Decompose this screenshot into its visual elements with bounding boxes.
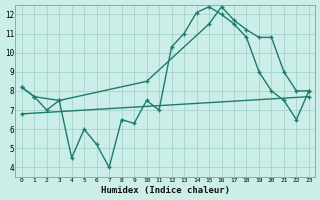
X-axis label: Humidex (Indice chaleur): Humidex (Indice chaleur) [101, 186, 230, 195]
